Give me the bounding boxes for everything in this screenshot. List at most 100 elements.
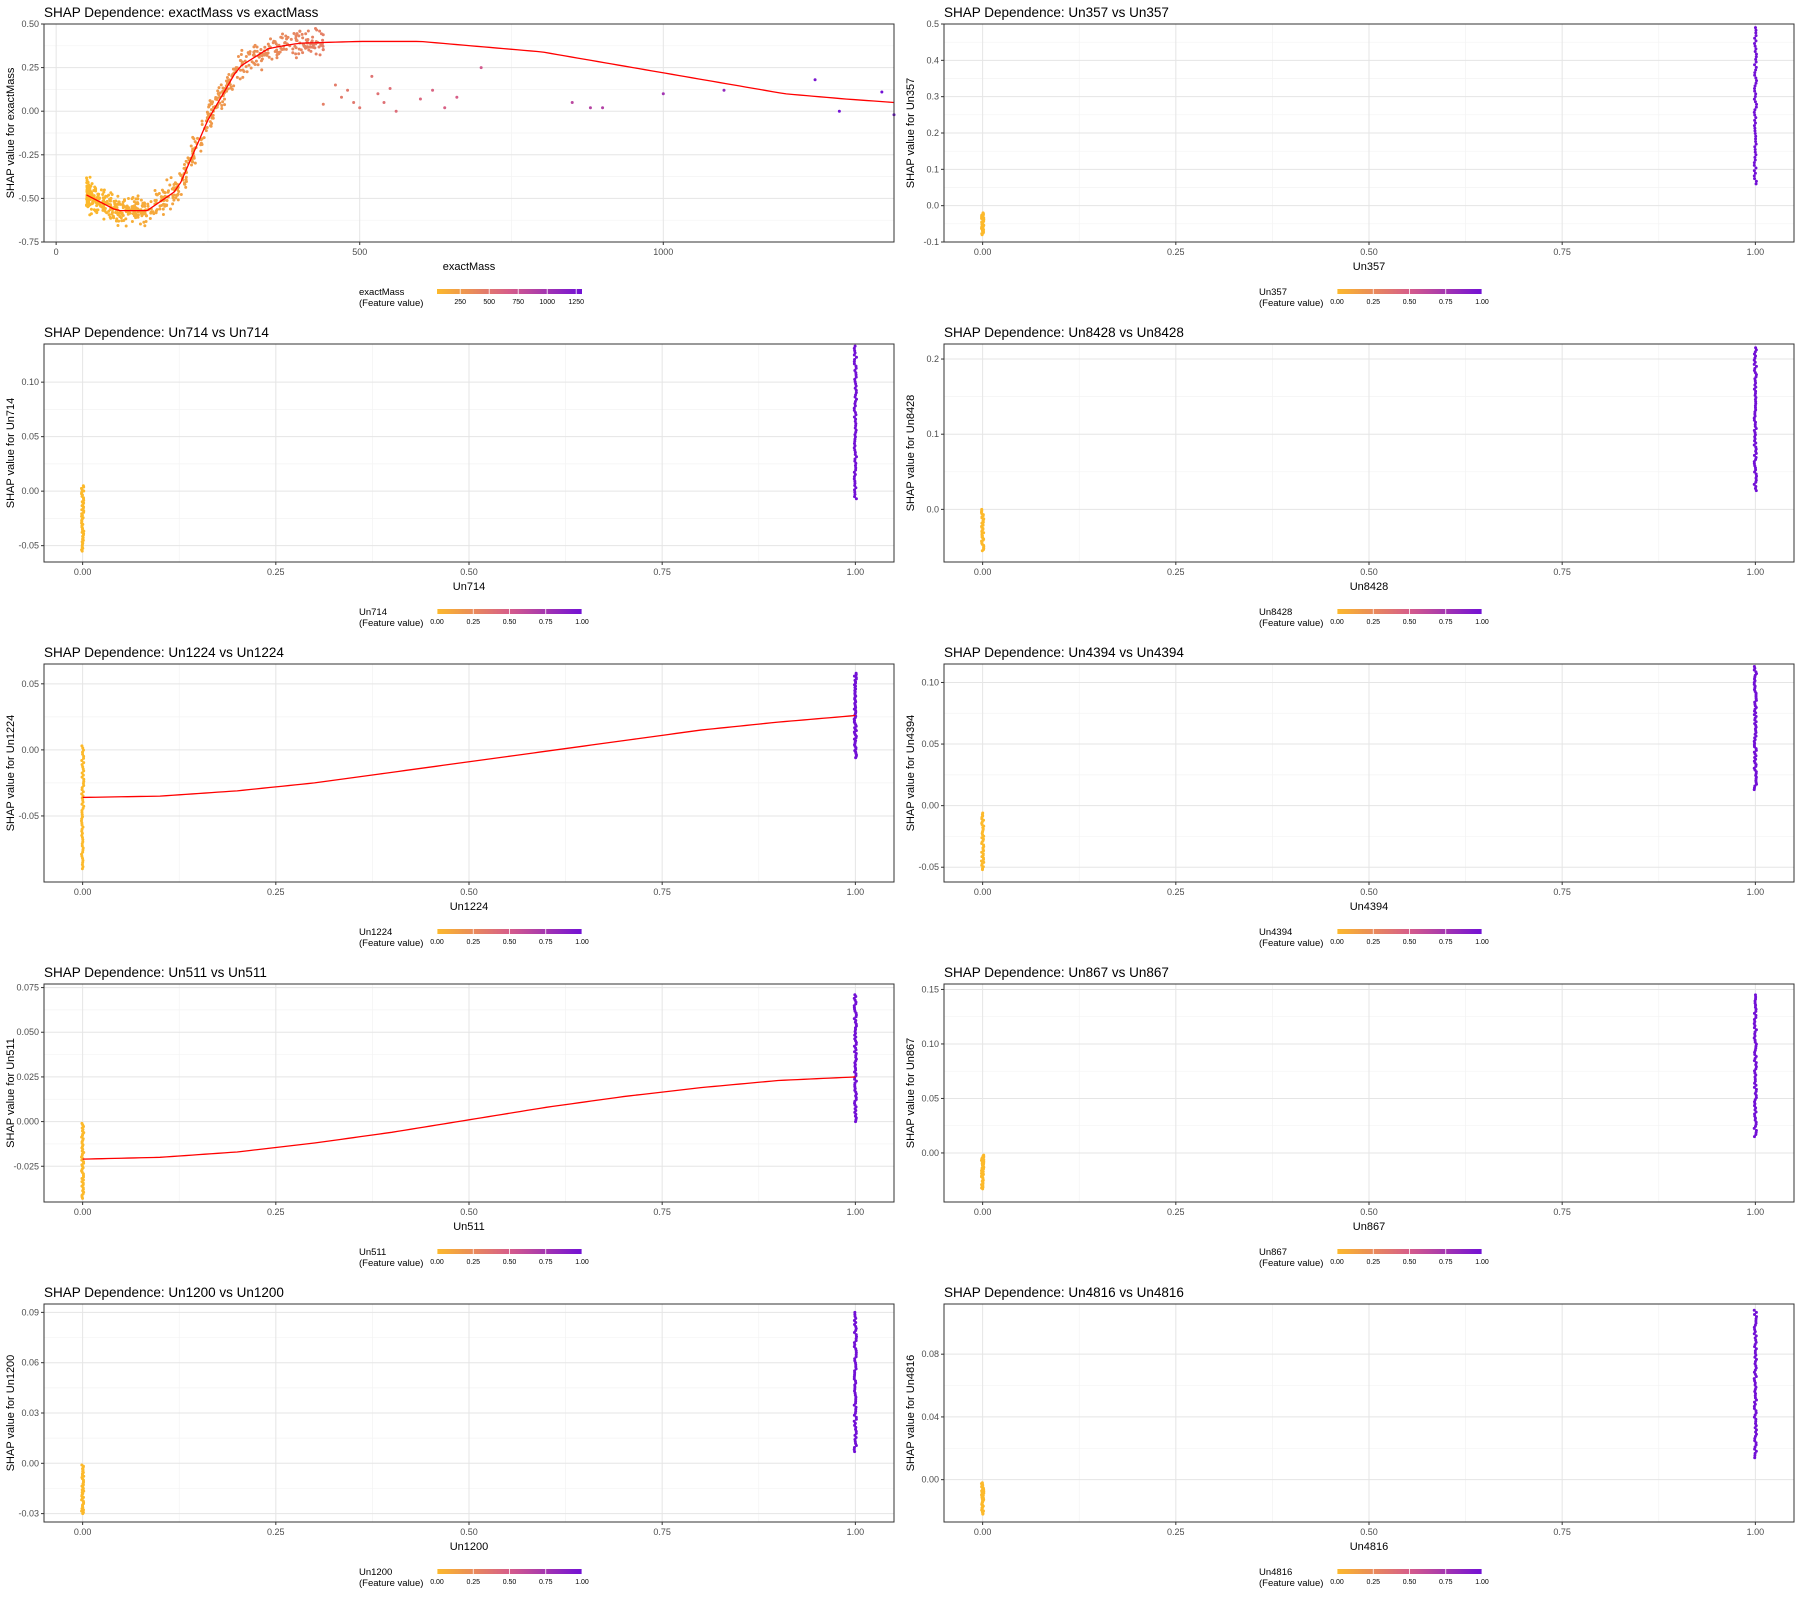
y-tick-label: -0.1 [923, 237, 939, 247]
y-tick-label: 0.10 [21, 377, 39, 387]
data-point [155, 193, 159, 197]
data-point-group1 [1754, 1310, 1758, 1314]
y-tick-label: -0.05 [18, 541, 39, 551]
x-tick-label: 0.00 [974, 1207, 992, 1217]
y-axis-label: SHAP value for Un1200 [5, 1355, 17, 1472]
data-point [208, 99, 212, 103]
data-point-group1 [853, 459, 857, 463]
data-point [193, 161, 197, 165]
data-point [239, 59, 243, 63]
gridlines [44, 1304, 894, 1522]
data-point-group1 [1752, 1377, 1756, 1381]
data-point-group1 [1754, 60, 1758, 64]
legend-colorbar: Un1224(Feature value) 0.00 0.25 0.50 0.75 1.0… [359, 927, 589, 949]
x-tick-label: 0.00 [974, 247, 992, 257]
legend-tick-label: 0.50 [503, 1259, 517, 1266]
x-axis-label: Un1200 [450, 1541, 489, 1553]
data-point [370, 74, 374, 78]
data-point-group1 [1754, 52, 1758, 56]
x-axis-ticks: 0.00 0.25 0.50 0.75 1.00 [974, 1522, 1764, 1537]
data-point [117, 219, 121, 223]
data-point [161, 207, 165, 211]
data-point-group1 [1754, 76, 1758, 80]
x-axis-ticks: 0.00 0.25 0.50 0.75 1.00 [74, 882, 864, 897]
y-tick-label: 0.5 [926, 19, 939, 29]
legend-tick-label: 1.00 [1475, 1259, 1489, 1266]
data-point-group1 [1754, 92, 1758, 96]
legend-tick-label: 0.50 [1403, 939, 1417, 946]
data-point-group1 [1752, 429, 1756, 433]
data-point [223, 97, 227, 101]
y-tick-label: 0.075 [16, 983, 39, 993]
legend-tick-label: 0.00 [1330, 299, 1344, 306]
data-point [244, 54, 248, 58]
data-point [101, 208, 105, 212]
data-point-group1 [854, 497, 858, 501]
data-point [108, 197, 112, 201]
x-tick-label: 0.25 [267, 887, 285, 897]
legend-tick-label: 0.75 [539, 619, 553, 626]
y-tick-label: 0.05 [21, 432, 39, 442]
data-point-group1 [852, 408, 856, 412]
data-point-group1 [1754, 1449, 1758, 1453]
data-point-group1 [1754, 1055, 1758, 1059]
legend-subtitle: (Feature value) [1259, 938, 1323, 949]
x-tick-label: 0.25 [1167, 567, 1185, 577]
y-axis-ticks: -0.75 -0.50 -0.25 0.00 0.25 0.50 [18, 19, 44, 247]
data-point [85, 188, 89, 192]
data-point [298, 29, 302, 33]
data-point [189, 144, 193, 148]
data-point [196, 136, 200, 140]
x-axis-label: Un714 [453, 581, 485, 593]
legend-tick-label: 1.00 [1475, 939, 1489, 946]
data-point [837, 109, 841, 113]
x-axis-ticks: 0.00 0.25 0.50 0.75 1.00 [74, 562, 864, 577]
data-point [313, 46, 317, 50]
y-axis-ticks: -0.025 0.000 0.025 0.050 0.075 [13, 983, 44, 1171]
data-point-group1 [1752, 664, 1756, 668]
data-point-group1 [852, 470, 856, 474]
data-point [263, 45, 267, 49]
data-point [176, 198, 180, 202]
x-tick-label: 0.75 [653, 567, 671, 577]
y-tick-label: 0.15 [921, 984, 939, 994]
data-point [161, 212, 165, 216]
data-point [148, 216, 152, 220]
y-tick-label: -0.03 [18, 1509, 39, 1519]
legend-tick-label: 0.25 [1366, 1259, 1380, 1266]
x-tick-label: 0.75 [653, 1527, 671, 1537]
data-points [80, 993, 858, 1200]
data-point [318, 29, 322, 33]
legend-tick-label: 0.25 [466, 939, 480, 946]
data-point-group1 [1754, 55, 1758, 59]
data-point [211, 113, 215, 117]
data-point-group1 [1754, 47, 1758, 51]
data-point-group1 [853, 490, 857, 494]
data-point [241, 75, 245, 79]
data-point [217, 93, 221, 97]
data-point-group1 [1753, 158, 1757, 162]
x-tick-label: 0.50 [1360, 887, 1378, 897]
data-point-group1 [1752, 124, 1756, 128]
data-point [358, 106, 362, 110]
y-tick-label: 0.00 [21, 745, 39, 755]
data-point-group1 [1753, 89, 1757, 93]
y-axis-ticks: 0.00 0.04 0.08 [921, 1349, 944, 1485]
legend-tick-label: 0.25 [466, 1259, 480, 1266]
data-point-group1 [854, 671, 858, 675]
x-axis-ticks: 0.00 0.25 0.50 0.75 1.00 [74, 1202, 864, 1217]
data-point-group1 [1754, 1087, 1758, 1091]
data-point-group1 [1753, 71, 1757, 75]
data-point [143, 204, 147, 208]
data-point-group1 [1754, 182, 1758, 186]
data-point-group1 [1754, 346, 1758, 350]
y-tick-label: 0.25 [21, 63, 39, 73]
smooth-line [86, 40, 895, 212]
data-point-group1 [853, 993, 857, 997]
data-point-group0 [982, 860, 986, 864]
legend-colorbar: Un1200(Feature value) 0.00 0.25 0.50 0.75 1.0… [359, 1567, 589, 1589]
x-axis-label: Un867 [1353, 1221, 1385, 1233]
y-tick-label: 0.00 [21, 106, 39, 116]
data-point [139, 198, 143, 202]
y-axis-label: SHAP value for Un511 [5, 1038, 17, 1148]
